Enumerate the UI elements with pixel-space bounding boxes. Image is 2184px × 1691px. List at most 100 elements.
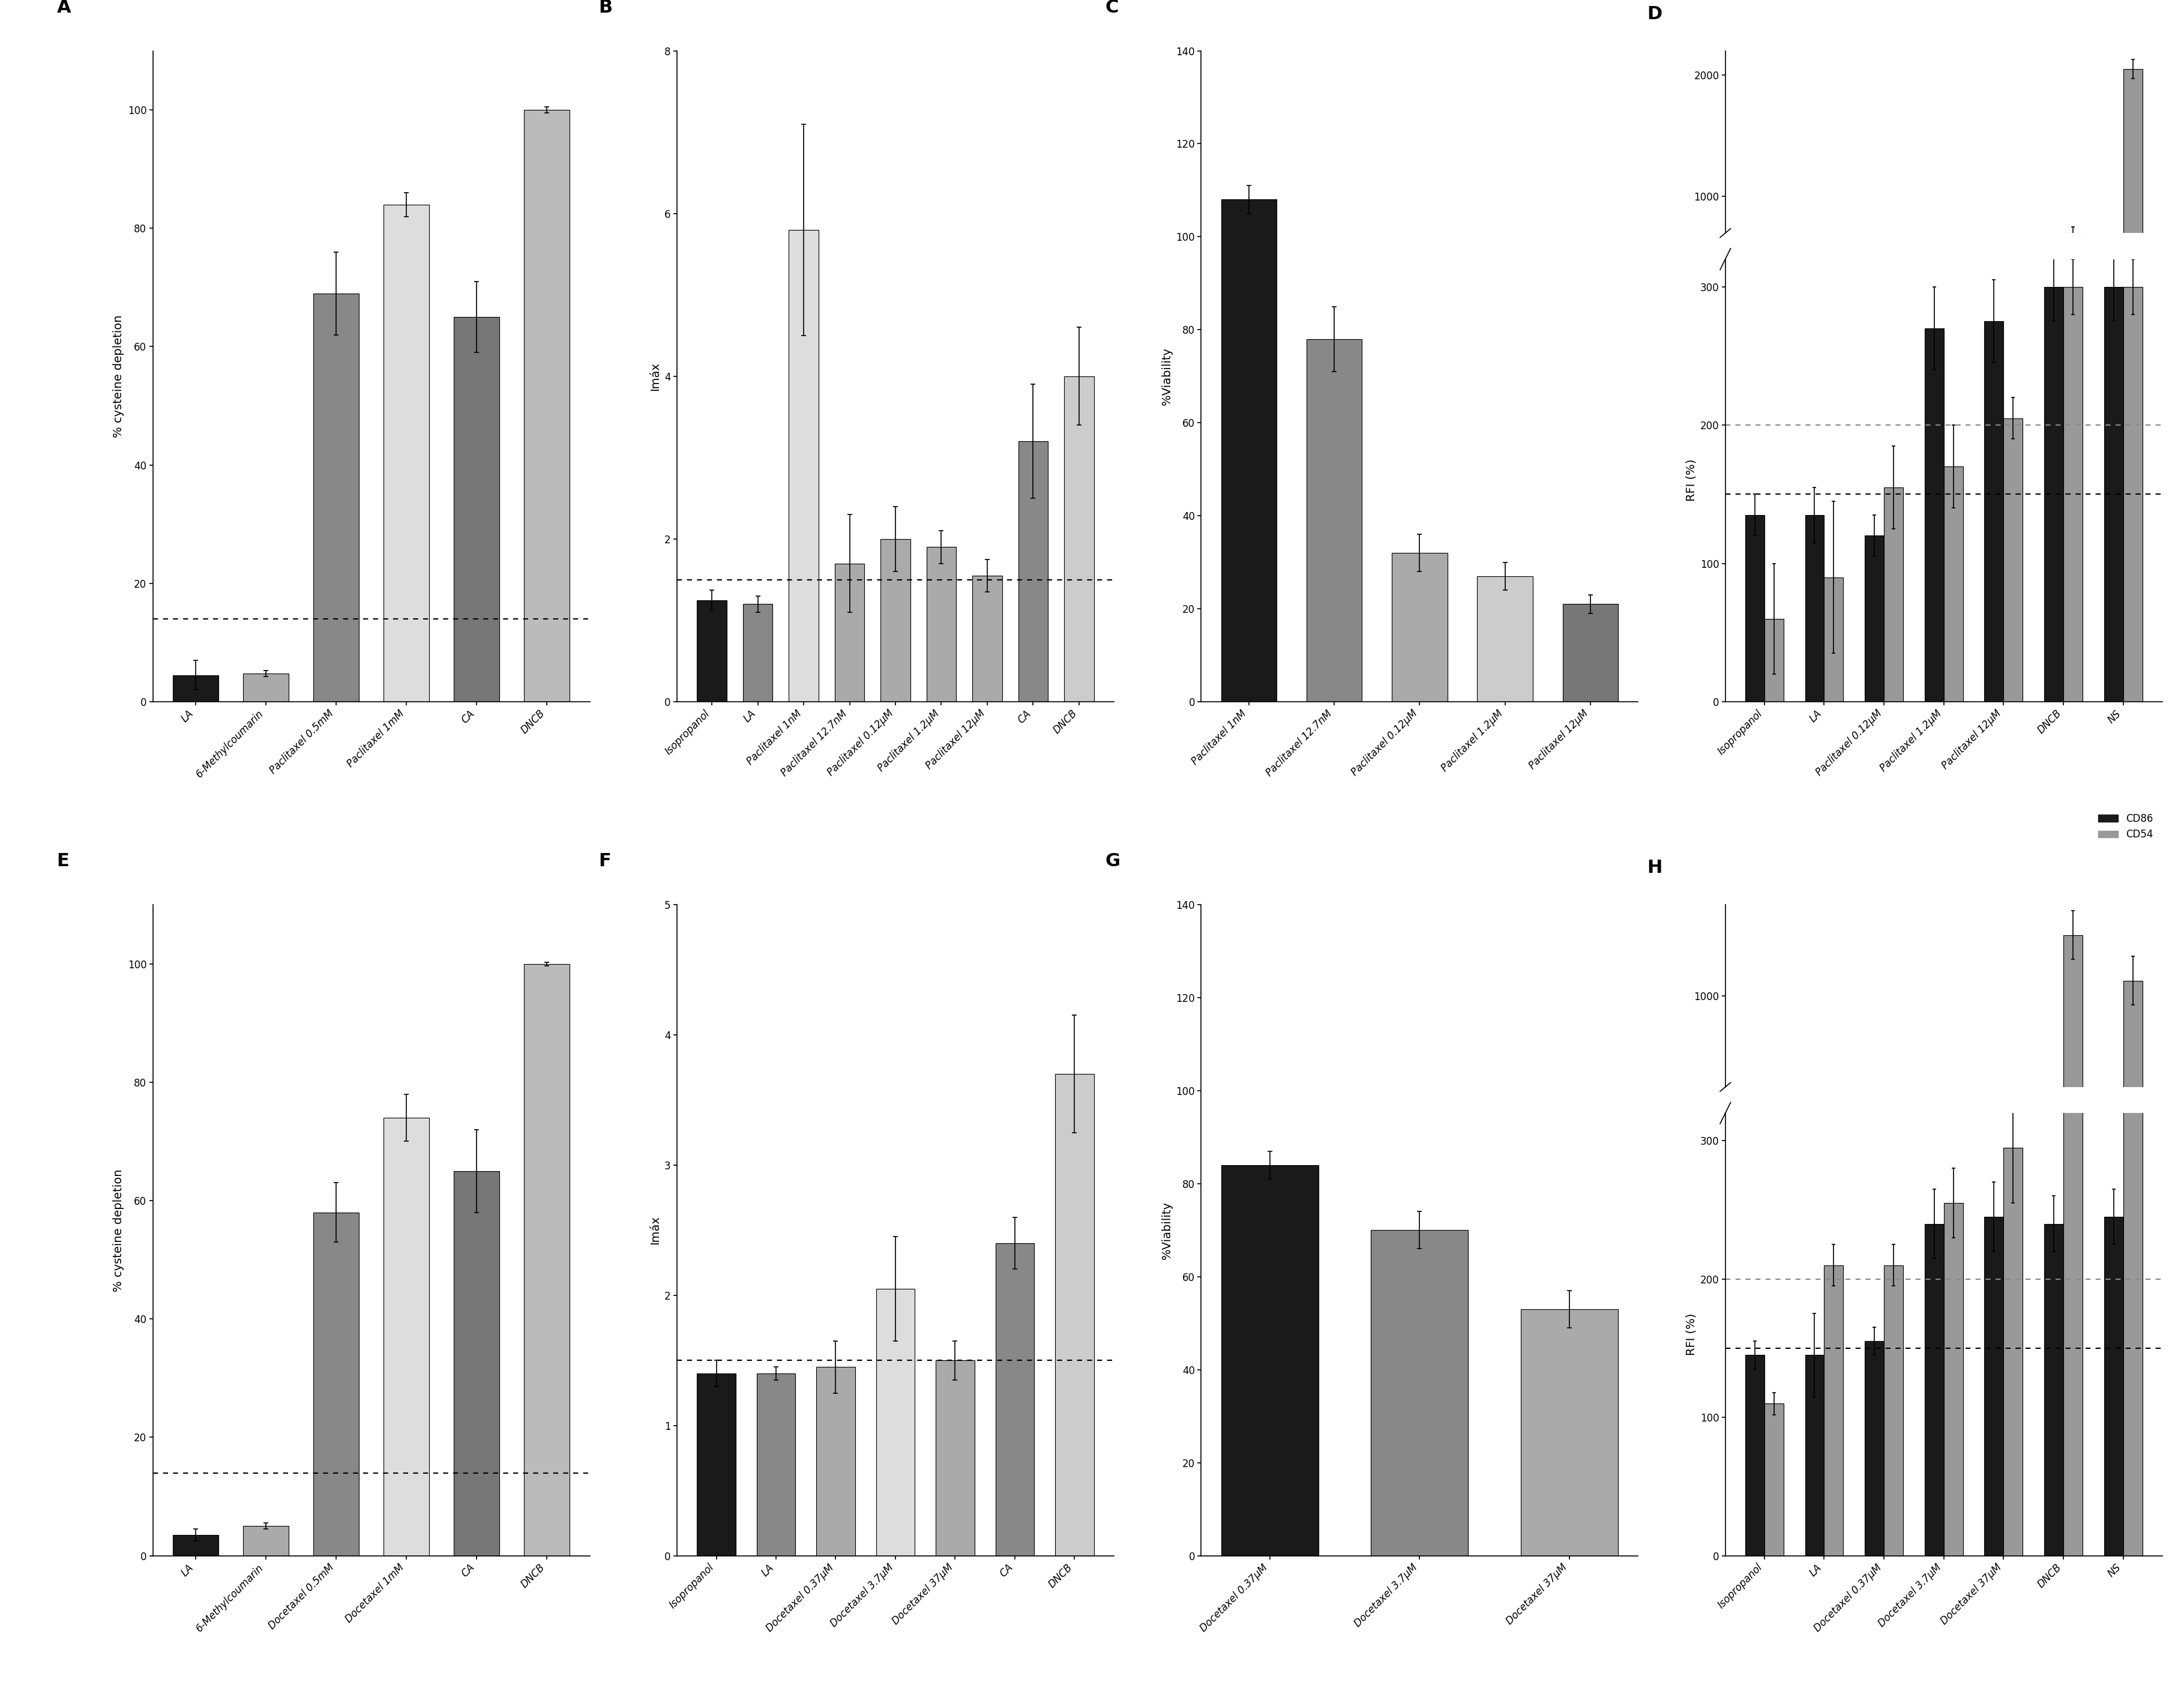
Bar (935, 1360, 974, 1556)
Bar (1018, 441, 1048, 702)
Bar (524, 964, 570, 1556)
Bar (2064, 233, 2084, 318)
Y-axis label: %Viability: %Viability (1162, 1201, 1173, 1260)
Text: H: H (1647, 859, 1662, 876)
Bar (173, 1535, 218, 1556)
Bar (2064, 0, 2084, 1556)
Bar (1985, 1218, 2003, 1556)
Y-axis label: % cysteine depletion: % cysteine depletion (114, 315, 124, 438)
Bar (312, 1212, 358, 1556)
Bar (1745, 516, 1765, 702)
Text: A: A (57, 0, 70, 15)
Bar (1985, 321, 2003, 702)
Bar (454, 1170, 500, 1556)
Bar (1765, 1267, 1784, 1300)
Bar (1476, 577, 1533, 702)
Bar (2103, 287, 2123, 702)
Bar (834, 563, 865, 702)
Text: C: C (1105, 0, 1118, 15)
Bar (312, 294, 358, 702)
Bar (1865, 303, 1885, 318)
Bar (1924, 1226, 1944, 1300)
Bar (2044, 282, 2064, 318)
Bar (876, 1289, 915, 1556)
Bar (2103, 1226, 2123, 1300)
Bar (1985, 1226, 2003, 1300)
Bar (454, 318, 500, 702)
Bar (2103, 1218, 2123, 1556)
Bar (242, 1527, 288, 1556)
Bar (1865, 1253, 1885, 1300)
Bar (1221, 200, 1278, 702)
Bar (817, 1366, 856, 1556)
Bar (1944, 1223, 1963, 1300)
Bar (2123, 103, 2143, 1556)
Y-axis label: %Viability: %Viability (1162, 347, 1173, 406)
Y-axis label: Imáx: Imáx (649, 362, 662, 391)
Bar (1865, 536, 1885, 702)
Bar (2003, 418, 2022, 702)
Bar (756, 1373, 795, 1556)
Bar (1765, 311, 1784, 318)
Bar (1221, 1165, 1319, 1556)
Bar (524, 110, 570, 702)
Y-axis label: Imáx: Imáx (649, 1216, 662, 1245)
Bar (1562, 604, 1618, 702)
Bar (1372, 1231, 1468, 1556)
Bar (2123, 69, 2143, 318)
Bar (972, 575, 1002, 702)
Bar (1824, 577, 1843, 702)
Bar (2003, 1211, 2022, 1300)
Text: F: F (598, 852, 612, 869)
Bar (697, 600, 727, 702)
Bar (1885, 1236, 1902, 1300)
Bar (1765, 1404, 1784, 1556)
Bar (996, 1243, 1035, 1556)
Bar (697, 1373, 736, 1556)
Y-axis label: % cysteine depletion: % cysteine depletion (114, 1168, 124, 1292)
Bar (173, 675, 218, 702)
Bar (2044, 1224, 2064, 1556)
Bar (880, 539, 911, 702)
Bar (1924, 286, 1944, 318)
Text: E: E (57, 852, 70, 869)
Bar (2003, 1148, 2022, 1556)
Bar (1745, 1354, 1765, 1556)
Bar (2044, 1226, 2064, 1300)
Bar (1865, 1341, 1885, 1556)
Bar (2003, 293, 2022, 318)
Text: B: B (598, 0, 612, 15)
Bar (1745, 301, 1765, 318)
Bar (1064, 377, 1094, 702)
Bar (2123, 287, 2143, 702)
Bar (242, 673, 288, 702)
Bar (1885, 299, 1902, 318)
Bar (1985, 284, 2003, 318)
Bar (384, 1118, 430, 1556)
Bar (1824, 308, 1843, 318)
Bar (1306, 338, 1363, 702)
Bar (1520, 1309, 1618, 1556)
Text: D: D (1647, 5, 1662, 22)
Bar (2103, 282, 2123, 318)
Bar (1804, 301, 1824, 318)
Bar (2123, 981, 2143, 1300)
Bar (1944, 298, 1963, 318)
Bar (1804, 1256, 1824, 1300)
Bar (1804, 516, 1824, 702)
Bar (1055, 1074, 1094, 1556)
Legend: CD86, CD54: CD86, CD54 (2094, 810, 2158, 844)
Bar (1944, 1202, 1963, 1556)
Bar (1885, 487, 1902, 702)
Bar (1924, 328, 1944, 702)
Bar (2064, 287, 2084, 702)
Y-axis label: RFI (%): RFI (%) (1686, 460, 1697, 502)
Bar (1885, 1265, 1902, 1556)
Bar (1824, 1265, 1843, 1556)
Bar (1765, 619, 1784, 702)
Bar (1824, 1236, 1843, 1300)
Text: G: G (1105, 852, 1120, 869)
Bar (384, 205, 430, 702)
Bar (743, 604, 773, 702)
Bar (1391, 553, 1448, 702)
